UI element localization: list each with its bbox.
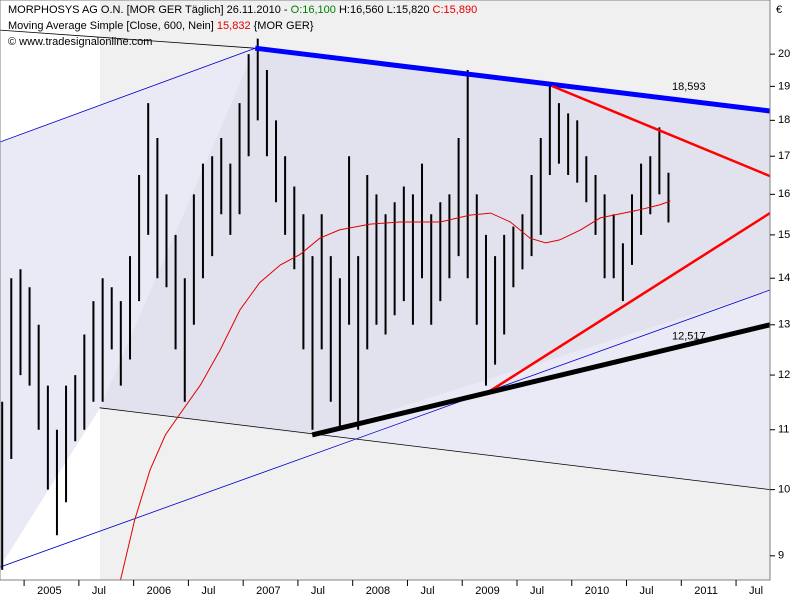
header-high: H:16,560 [336,4,384,16]
indicator-line: Moving Average Simple [Close, 600, Nein]… [8,20,314,32]
x-tick-label: Jul [420,585,434,597]
y-tick-label: 11 [778,424,789,436]
y-tick-label: 13 [778,319,790,331]
trendline [254,45,771,114]
y-tick-label: 15 [778,229,790,241]
trendline [486,212,771,394]
indicator-name: Moving Average Simple [Close, 600, Nein] [8,20,217,32]
trendline [311,322,771,438]
header-close: C:15,890 [429,4,477,16]
header-line: MORPHOSYS AG O.N. [MOR GER Täglich] 26.1… [8,4,477,16]
marks [0,29,771,581]
header-low: L:15,820 [384,4,430,16]
trendline [0,289,771,568]
trendline [99,407,771,490]
x-tick-label: 2011 [694,585,718,597]
header-instrument: MORPHOSYS AG O.N. [MOR GER Täglich] 26.1… [8,4,291,16]
y-tick-label: 18 [778,114,790,126]
trendline [551,84,771,178]
x-tick-label: 2009 [475,585,499,597]
moving-average [120,200,671,581]
x-tick-label: 2010 [585,585,609,597]
indicator-suffix: {MOR GER} [251,20,314,32]
x-tick-label: 2008 [366,585,390,597]
x-tick-label: Jul [201,585,215,597]
source: © www.tradesignalonline.com [8,36,152,48]
x-tick-label: Jul [92,585,106,597]
x-tick-label: Jul [640,585,654,597]
plot-border [0,0,771,581]
y-tick-label: 19 [778,80,790,92]
x-tick-label: Jul [530,585,544,597]
y-axis-label: € [776,4,782,16]
y-tick-label: 9 [778,550,784,562]
x-tick-label: Jul [749,585,763,597]
y-tick-label: 20 [778,48,790,60]
x-tick-label: 2007 [256,585,280,597]
header-open: O:16,100 [291,4,336,16]
trendline [0,29,256,49]
indicator-value: 15,832 [217,20,251,32]
y-tick-label: 16 [778,188,790,200]
trendline-label: 12,517 [672,330,706,342]
x-tick-label: Jul [311,585,325,597]
trendline [0,47,256,143]
y-tick-label: 10 [778,484,790,496]
x-tick-label: 2005 [37,585,61,597]
y-tick-label: 12 [778,369,790,381]
x-tick-label: 2006 [147,585,171,597]
y-tick-label: 17 [778,150,790,162]
trendline-label: 18,593 [672,81,706,93]
y-tick-label: 14 [778,272,790,284]
